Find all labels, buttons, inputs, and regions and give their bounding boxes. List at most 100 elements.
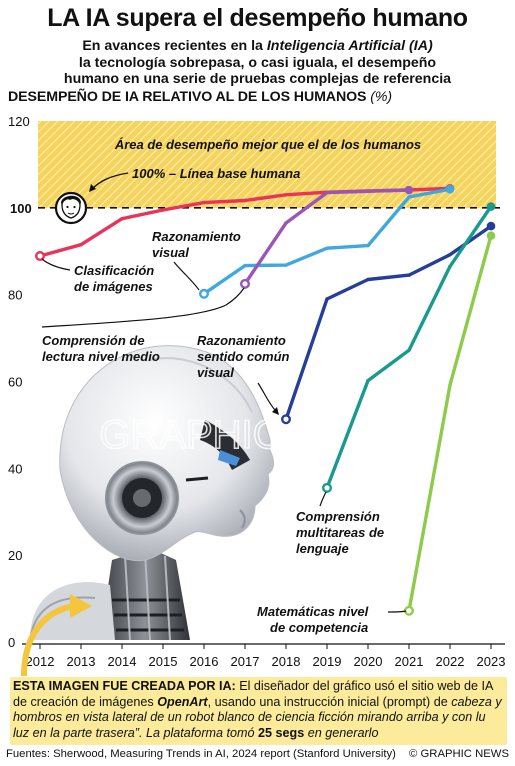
baseline-label-arrowhead [89,184,96,192]
x-axis: 2012 2013 2014 2015 2016 2017 2018 2019 2020 2021… [22,643,506,669]
label-visual-reasoning-line2: visual [152,245,189,260]
label-image-classification-line2: de imágenes [74,279,153,294]
note-text2: , usando una instrucción inicial (prompt… [207,694,452,709]
label-visual-commonsense-line2: sentido común [197,349,290,364]
series-point [366,277,370,282]
label-multitask-language-line1: Comprensión [296,509,380,524]
series-point [448,383,452,387]
better-than-human-band [38,121,500,209]
series-point [325,297,329,301]
y-tick-label: 0 [8,635,15,650]
y-tick-label: 40 [8,461,22,476]
robot-head-illustration [29,345,275,641]
series-start-point [198,288,209,299]
y-tick-label: 20 [8,548,22,563]
series-point [120,216,124,221]
series-start-point [35,251,46,262]
x-tick-label: 2015 [149,654,178,669]
label-visual-commonsense-line3: visual [197,365,234,380]
label-reading-comprehension-line2: lectura nivel medio [42,349,160,364]
x-tick-label: 2020 [354,654,383,669]
sources: Fuentes: Sherwood, Measuring Trends in A… [6,748,396,760]
x-tick-label: 2022 [436,654,465,669]
series-point [243,263,247,268]
watermark: GRAPHIC NEWS [99,413,412,457]
series-start-point [404,605,415,616]
x-tick-label: 2023 [477,654,506,669]
footer: Fuentes: Sherwood, Measuring Trends in A… [6,748,509,760]
note-prompt: cabeza y hombros en vista lateral de un … [13,694,502,740]
note-arrow [21,594,92,677]
label-multitask-language-line3: lenguaje [296,541,349,556]
label-image-classification-line1: Clasificación [74,263,154,278]
x-tick-label: 2021 [395,654,424,669]
band-label: Área de desempeño mejor que el de los hu… [114,137,421,152]
series-point [448,264,452,269]
label-visual-commonsense: Razonamiento sentido común visual [197,333,290,415]
x-tick-label: 2016 [190,654,219,669]
label-reading-comprehension-line1: Comprensión de [42,333,145,348]
x-tick-label: 2013 [67,654,96,669]
series-point [284,193,288,197]
x-tick-label: 2017 [231,654,260,669]
series-point [284,221,288,225]
series-point [284,263,288,267]
series-point [202,200,206,205]
y-tick-label: 60 [8,375,22,390]
y-axis-unit: (%) [370,89,393,105]
series-point [407,195,411,199]
note-site: OpenArt [157,694,208,709]
series-point [243,198,247,203]
subtitle-italic: Inteligencia Artificial (IA) [266,38,433,54]
y-tick-label: 120 [8,114,30,129]
y-axis-title: DESEMPEÑO DE IA RELATIVO AL DE LOS HUMAN… [8,89,392,105]
series-point [366,378,370,383]
label-multitask-language: Comprensión multitareas de lenguaje [296,491,384,556]
series-point [366,243,370,248]
subtitle-pre: En avances recientes en la [82,38,267,54]
series-lines [35,183,496,616]
label-reading-comprehension: Comprensión de lectura nivel medio [41,287,245,364]
human-face-icon [54,191,88,225]
series-end-point [486,221,496,231]
label-math-competency: Matemáticas nivel de competencia [257,604,407,635]
series-point [161,208,165,212]
series-start-point [239,278,250,289]
series-point [407,273,411,277]
label-visual-commonsense-line1: Razonamiento [197,333,286,348]
series-end-point [445,184,455,194]
y-tick-label: 100 [10,201,32,216]
subtitle-line2: la tecnología sobrepasa, o casi iguala, … [78,54,437,71]
series-start-point [281,414,292,425]
page-subtitle: En avances recientes en la Inteligencia … [20,38,495,88]
x-tick-label: 2018 [272,654,301,669]
label-multitask-language-line2: multitareas de [296,525,384,540]
subtitle-line3: humano en una serie de pruebas complejas… [63,71,452,87]
x-tick-label: 2014 [108,654,137,669]
x-tick-label: 2012 [26,654,55,669]
series-point [366,189,370,194]
series-point [325,246,329,250]
baseline-label: 100% – Línea base humana [132,166,300,181]
credit: © GRAPHIC NEWS [409,748,509,760]
note-text3: en generarlo [304,725,379,740]
y-tick-label: 80 [8,288,22,303]
note-text1: El diseñador del gráfico usó el sitio we… [13,679,493,709]
series-point [79,243,83,247]
series-line-6 [407,233,493,613]
label-visual-reasoning: Razonamiento visual [152,229,241,291]
label-math-competency-line2: de competencia [270,620,368,635]
series-point [448,253,452,257]
series-start-point [322,482,333,493]
note-time: 25 segs [258,725,305,740]
series-end-point [486,231,496,240]
ai-image-note: ESTA IMAGEN FUE CREADA POR IA: El diseña… [10,677,507,745]
series-line-4 [284,224,493,421]
series-point [325,190,329,195]
x-tick-label: 2019 [313,654,342,669]
note-lead: ESTA IMAGEN FUE CREADA POR IA: [13,679,236,693]
label-visual-reasoning-line1: Razonamiento [152,229,241,244]
y-axis: 0 20 40 60 80 100 120 [8,114,32,650]
label-math-competency-line1: Matemáticas nivel [257,604,369,619]
